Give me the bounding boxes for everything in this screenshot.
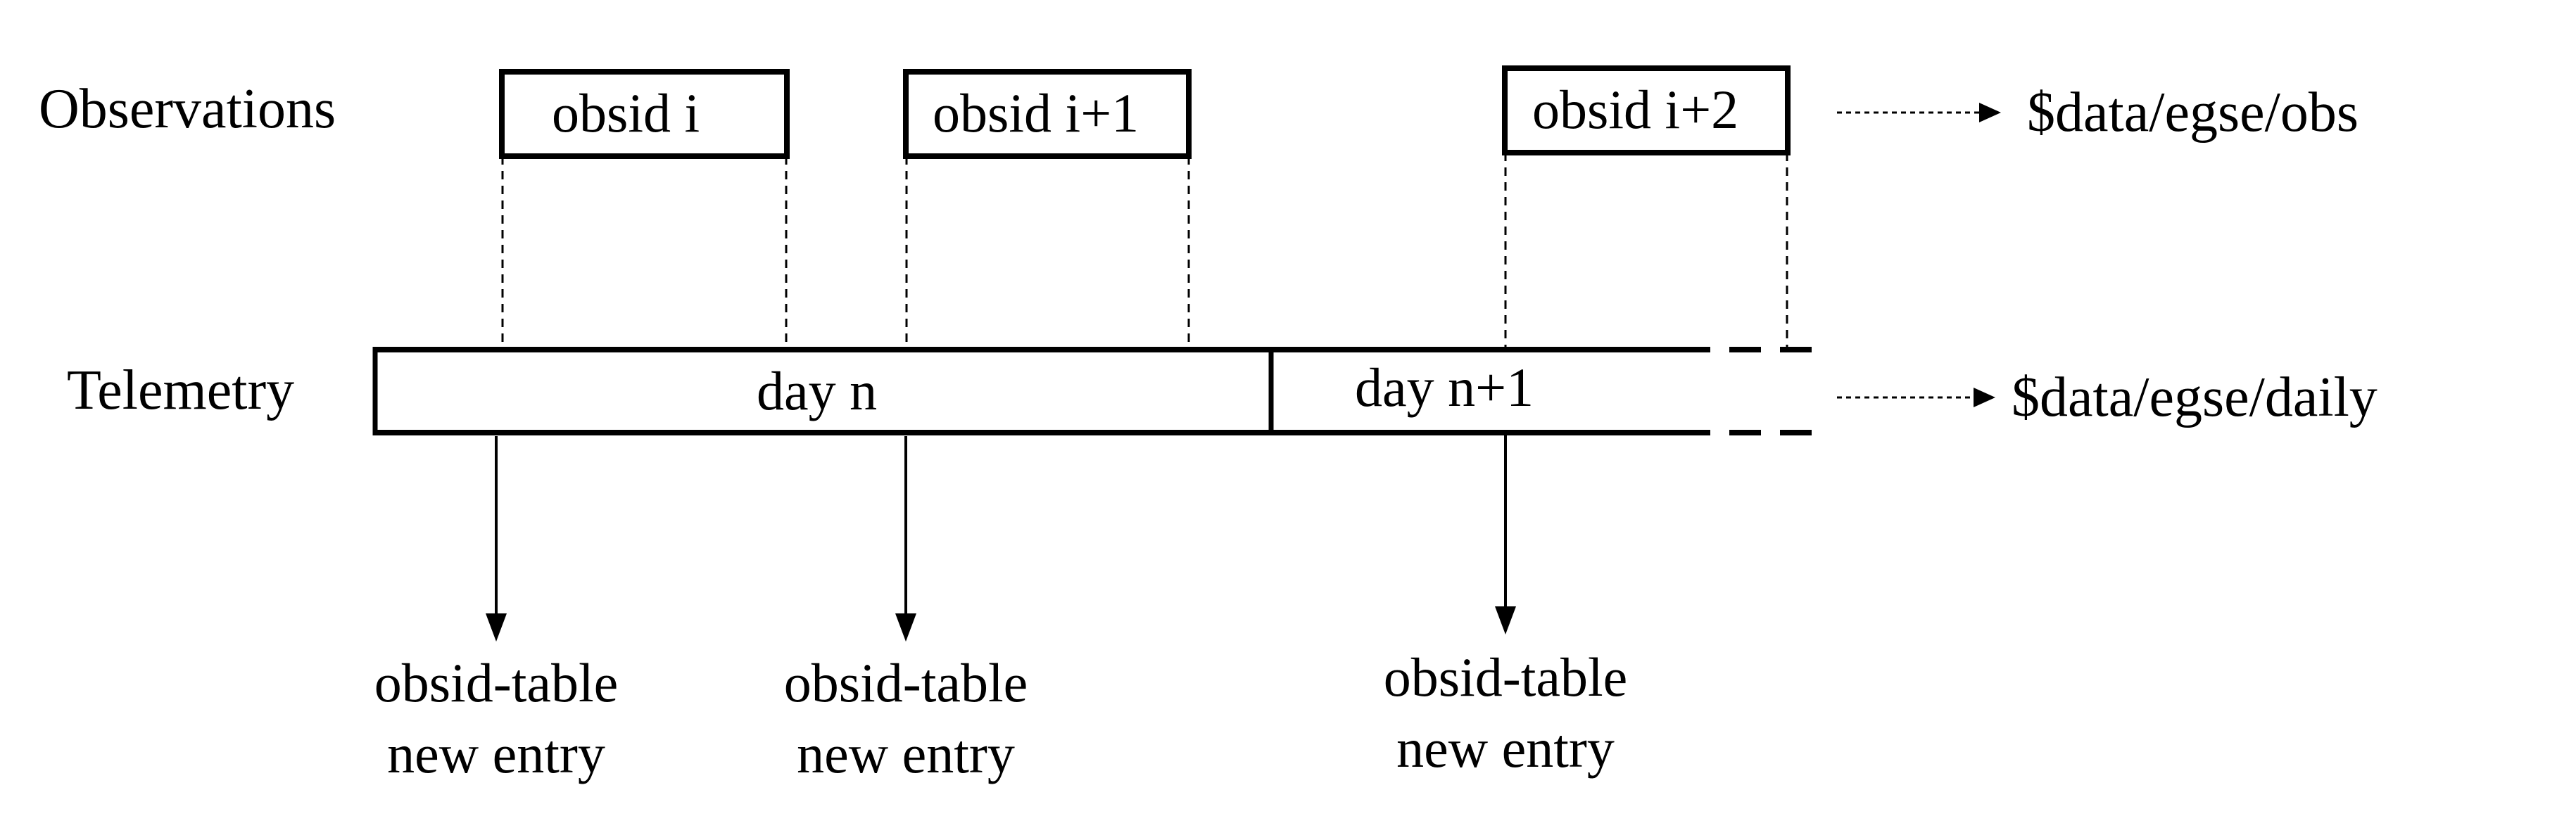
telemetry-bar bbox=[372, 347, 1812, 435]
entry-label-3-line1: obsid-table bbox=[1383, 646, 1628, 708]
entry-arrowhead-1 bbox=[486, 613, 507, 642]
entry-label-3-line2: new entry bbox=[1396, 718, 1615, 779]
obsid-label-1: obsid i bbox=[552, 82, 700, 144]
obs-path-label: $data/egse/obs bbox=[2027, 82, 2359, 144]
observations-row-label: Observations bbox=[39, 78, 336, 140]
telemetry-row-label: Telemetry bbox=[67, 359, 295, 421]
day-label-1: day n bbox=[757, 360, 878, 421]
day-label-2: day n+1 bbox=[1355, 357, 1534, 418]
obsid-label-3: obsid i+2 bbox=[1532, 79, 1739, 140]
obsid-label-2: obsid i+1 bbox=[933, 82, 1139, 144]
obsid-box-1 bbox=[499, 69, 790, 159]
entry-label-2: obsid-table new entry bbox=[765, 647, 1047, 790]
entry-label-1-line1: obsid-table bbox=[374, 652, 619, 713]
entry-label-1: obsid-table new entry bbox=[355, 647, 637, 790]
entry-label-3: obsid-table new entry bbox=[1365, 642, 1646, 784]
entry-arrowhead-2 bbox=[895, 613, 916, 642]
obs-output-arrowhead bbox=[1979, 103, 2001, 122]
projection-lines bbox=[501, 153, 1788, 350]
obsid-box-2 bbox=[903, 69, 1192, 159]
entry-label-1-line2: new entry bbox=[387, 723, 605, 785]
entry-label-2-line1: obsid-table bbox=[783, 652, 1028, 713]
entry-arrowhead-3 bbox=[1495, 606, 1516, 635]
obsid-box-3 bbox=[1502, 65, 1791, 155]
entry-label-2-line2: new entry bbox=[797, 723, 1015, 785]
daily-path-label: $data/egse/daily bbox=[2012, 366, 2378, 428]
daily-output-arrowhead bbox=[1974, 388, 1995, 407]
